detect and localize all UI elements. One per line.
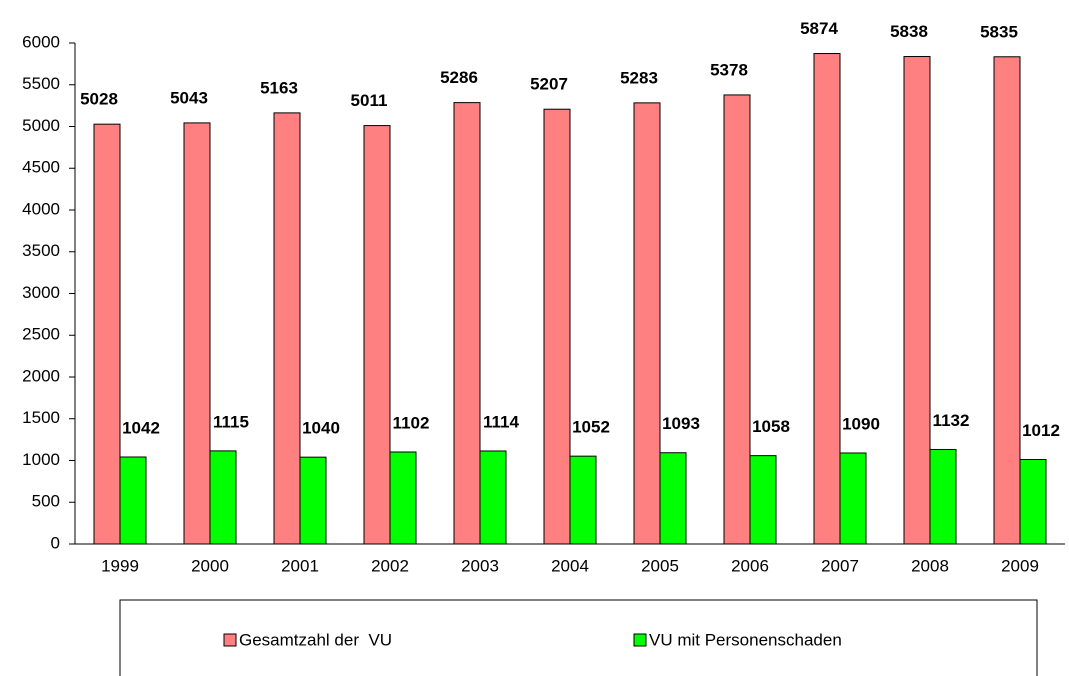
value-label: 5286 — [440, 68, 478, 87]
bar — [659, 452, 687, 545]
bar — [183, 122, 211, 545]
x-tick-label: 2008 — [911, 556, 949, 575]
value-label: 1114 — [483, 412, 519, 431]
y-tick-label: 3000 — [22, 283, 60, 302]
y-tick-label: 1000 — [22, 450, 60, 469]
x-tick-label: 2003 — [461, 556, 499, 575]
value-label: 1058 — [752, 417, 790, 436]
y-tick-label: 3500 — [22, 241, 60, 260]
value-label: 5283 — [620, 68, 658, 87]
bar — [749, 455, 777, 545]
bar — [363, 125, 391, 545]
bar — [273, 112, 301, 545]
value-label: 1115 — [213, 412, 249, 431]
x-tick-label: 2000 — [191, 556, 229, 575]
value-label: 1052 — [572, 418, 610, 437]
value-label: 1093 — [662, 414, 700, 433]
bar — [119, 456, 147, 545]
value-label: 1012 — [1022, 421, 1060, 440]
y-tick-label: 500 — [32, 492, 60, 511]
bar — [453, 102, 481, 545]
bar — [993, 56, 1021, 545]
value-label: 5043 — [170, 88, 208, 107]
x-tick-label: 2006 — [731, 556, 769, 575]
x-tick-label: 2004 — [551, 556, 589, 575]
y-tick-label: 4000 — [22, 199, 60, 218]
legend-label: VU mit Personenschaden — [649, 630, 842, 649]
legend-label: Gesamtzahl der VU — [239, 630, 392, 649]
value-label: 5838 — [890, 22, 928, 41]
bar — [929, 448, 957, 545]
y-tick-label: 0 — [51, 533, 60, 552]
x-tick-label: 2007 — [821, 556, 859, 575]
y-tick-label: 6000 — [22, 32, 60, 51]
value-label: 1090 — [842, 414, 880, 433]
bar — [479, 450, 507, 545]
value-label: 5378 — [710, 60, 748, 79]
value-label: 5011 — [351, 91, 388, 110]
y-tick-label: 1500 — [22, 408, 60, 427]
y-tick-label: 5000 — [22, 116, 60, 135]
x-tick-label: 2005 — [641, 556, 679, 575]
bar — [839, 452, 867, 545]
value-label: 1040 — [302, 419, 340, 438]
x-tick-label: 2002 — [371, 556, 409, 575]
bar — [543, 108, 571, 545]
bar — [633, 102, 661, 545]
value-label: 1132 — [933, 411, 970, 430]
value-label: 5028 — [80, 90, 118, 109]
bar — [93, 123, 121, 545]
legend-box — [119, 599, 1038, 676]
value-label: 1102 — [393, 413, 430, 432]
x-tick-label: 1999 — [101, 556, 139, 575]
bar — [299, 456, 327, 545]
value-label: 1042 — [122, 418, 160, 437]
bar — [389, 451, 417, 545]
bar — [723, 94, 751, 545]
x-tick-label: 2001 — [281, 556, 319, 575]
legend-swatch — [223, 633, 237, 647]
y-tick-label: 2000 — [22, 366, 60, 385]
value-label: 5163 — [260, 78, 298, 97]
bar — [1019, 458, 1047, 545]
x-tick-label: 2009 — [1001, 556, 1039, 575]
value-label: 5874 — [800, 19, 838, 38]
y-tick-label: 2500 — [22, 325, 60, 344]
bar — [903, 56, 931, 545]
bar — [813, 53, 841, 545]
value-label: 5835 — [980, 22, 1018, 41]
bar — [569, 455, 597, 545]
y-tick-label: 5500 — [22, 74, 60, 93]
legend-swatch — [633, 633, 647, 647]
bar — [209, 450, 237, 545]
value-label: 5207 — [530, 75, 568, 94]
y-tick-label: 4500 — [22, 158, 60, 177]
